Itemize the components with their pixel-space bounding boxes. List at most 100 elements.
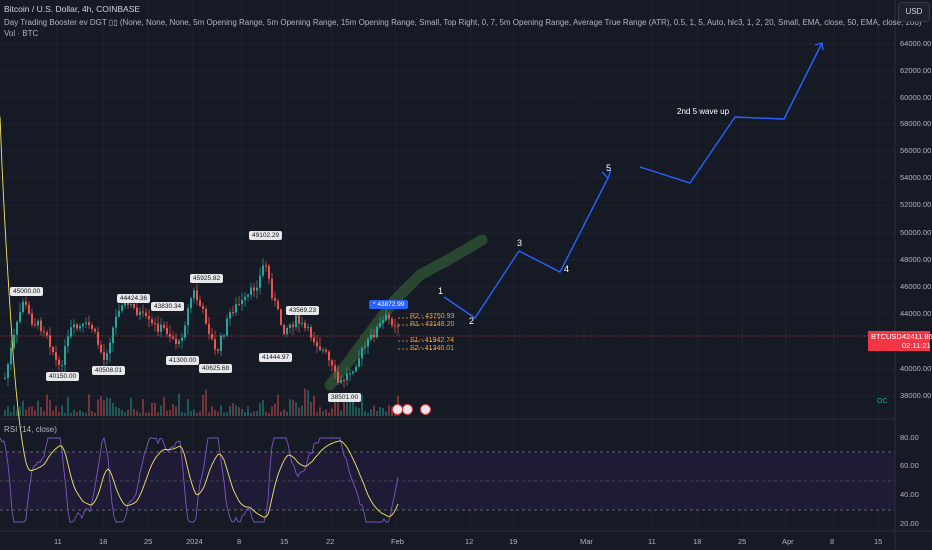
volume-bar xyxy=(316,412,318,416)
price-bubble[interactable]: 45000.00 xyxy=(10,287,44,296)
time-axis-label: 15 xyxy=(280,537,289,546)
candle-body xyxy=(220,335,222,352)
volume-bar xyxy=(280,411,282,416)
candle-body xyxy=(175,338,177,344)
candle-body xyxy=(112,327,114,343)
candle-body xyxy=(232,312,234,314)
price-bubble[interactable]: 49102.29 xyxy=(249,231,283,240)
price-bubble[interactable]: 43830.34 xyxy=(151,302,185,311)
volume-bar xyxy=(238,407,240,416)
price-bubble[interactable]: 41300.00 xyxy=(166,356,200,365)
volume-bar xyxy=(100,396,102,416)
candle-body xyxy=(301,322,303,324)
candle-body xyxy=(103,352,105,360)
price-bubble[interactable]: 38501.00 xyxy=(328,393,362,402)
candle-body xyxy=(67,336,69,347)
second-wave-projection[interactable] xyxy=(639,42,823,184)
price-bubble[interactable]: 43569.23 xyxy=(286,306,320,315)
time-axis-label: 11 xyxy=(648,537,656,546)
price-bubble[interactable]: 40625.68 xyxy=(199,364,233,373)
price-bubble[interactable]: 41444.97 xyxy=(259,353,293,362)
candle-body xyxy=(307,327,309,329)
candle-body xyxy=(208,323,210,334)
currency-button[interactable]: USD xyxy=(898,2,930,22)
volume-bar xyxy=(226,412,228,416)
candle-body xyxy=(379,322,381,327)
volume-bar xyxy=(73,409,75,416)
candle-body xyxy=(52,346,54,353)
volume-bar xyxy=(334,402,336,416)
volume-bar xyxy=(160,405,162,416)
candle-body xyxy=(217,349,219,352)
current-high-marker[interactable]: * 43872.99 xyxy=(369,300,409,309)
candle-body xyxy=(238,304,240,306)
candle-body xyxy=(187,308,189,326)
volume-bar xyxy=(259,402,261,416)
candle-body xyxy=(76,324,78,329)
volume-bar xyxy=(325,409,327,416)
candle-body xyxy=(37,320,39,326)
current-price-tag[interactable]: BTCUSD 42411.86 02:11:21 xyxy=(868,331,932,351)
candle-body xyxy=(136,307,138,315)
candle-body xyxy=(130,303,132,305)
volume-bar xyxy=(154,402,156,416)
price-bubble[interactable]: 45925.82 xyxy=(190,274,224,283)
candle-body xyxy=(4,377,6,379)
volume-bar xyxy=(22,400,24,416)
elliott-wave-projection[interactable] xyxy=(443,177,609,319)
price-bubble[interactable]: 40150.00 xyxy=(46,372,80,381)
candle-body xyxy=(397,325,399,327)
volume-bar xyxy=(28,406,30,416)
volume-bar xyxy=(220,405,222,416)
price-bubble[interactable]: 44424.36 xyxy=(117,294,151,303)
candle-body xyxy=(340,379,342,383)
event-flag-icon[interactable] xyxy=(402,404,413,415)
price-axis-label: 52000.00 xyxy=(900,200,932,209)
chart-title[interactable]: Bitcoin / U.S. Dollar, 4h, COINBASE xyxy=(4,4,141,14)
volume-bar xyxy=(121,409,123,416)
candle-body xyxy=(262,265,264,276)
volume-bar xyxy=(115,406,117,416)
candle-body xyxy=(181,337,183,341)
volume-bar xyxy=(37,400,39,416)
candle-body xyxy=(7,364,9,378)
volume-bar xyxy=(52,410,54,416)
candle-body xyxy=(253,287,255,291)
time-axis-label: Feb xyxy=(391,537,404,546)
volume-bar xyxy=(181,411,183,416)
candle-body xyxy=(214,339,216,350)
price-axis-label: 44000.00 xyxy=(900,309,932,318)
volume-bar xyxy=(229,406,231,416)
pivot-s2-label: S2 - 41340.01 xyxy=(410,345,454,352)
candle-body xyxy=(343,379,345,381)
volume-bar xyxy=(61,405,63,416)
volume-bar xyxy=(151,402,153,416)
candle-body xyxy=(373,334,375,338)
candle-body xyxy=(352,371,354,374)
volume-bar xyxy=(355,406,357,416)
candle-body xyxy=(157,323,159,332)
candle-body xyxy=(121,305,123,311)
price-bubble[interactable]: 40508.01 xyxy=(92,366,126,375)
rsi-axis-label: 60.00 xyxy=(900,461,919,470)
candle-body xyxy=(274,298,276,301)
time-axis-label: Mar xyxy=(580,537,593,546)
volume-bar xyxy=(166,410,168,416)
volume-bar xyxy=(208,412,210,416)
time-axis-label: 8 xyxy=(237,537,242,546)
rsi-legend[interactable]: RSI (14, close) xyxy=(4,425,57,434)
volume-bar xyxy=(199,411,201,416)
volume-legend[interactable]: Vol · BTC xyxy=(4,29,39,38)
candle-body xyxy=(151,319,153,324)
candle-body xyxy=(298,315,300,324)
candle-body xyxy=(364,346,366,349)
candle-body xyxy=(277,300,279,310)
event-flag-icon[interactable] xyxy=(420,404,431,415)
candle-body xyxy=(148,316,150,320)
time-axis-label: 12 xyxy=(465,537,474,546)
rsi-axis-label: 80.00 xyxy=(900,433,919,442)
indicator-legend[interactable]: Day Trading Booster ev DGT ▯▯ (None, Non… xyxy=(4,18,922,27)
candle-body xyxy=(34,324,36,326)
candle-body xyxy=(268,265,270,279)
